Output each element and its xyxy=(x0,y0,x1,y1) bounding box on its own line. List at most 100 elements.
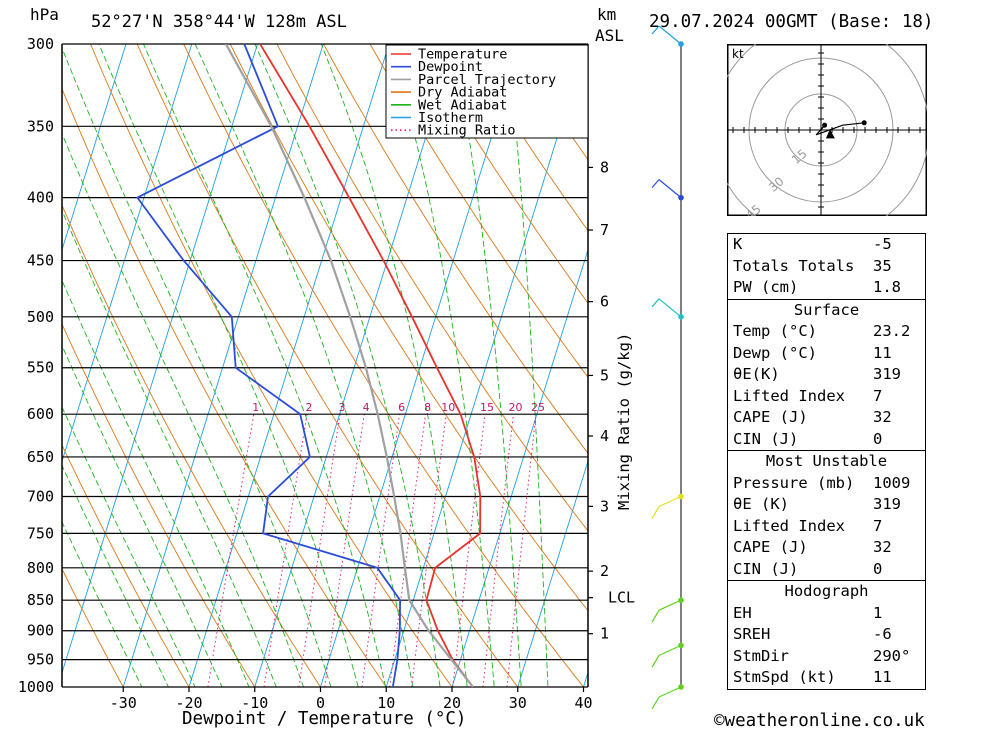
legend-entry: Mixing Ratio xyxy=(418,123,516,139)
copyright-link[interactable]: ©weatheronline.co.uk xyxy=(714,711,925,731)
pressure-tick-label: 850 xyxy=(27,591,54,609)
wet-adiabat-line xyxy=(320,44,468,687)
wet-adiabat-line xyxy=(62,405,196,687)
pressure-tick-label: 700 xyxy=(27,488,54,506)
wet-adiabat-line xyxy=(62,46,332,687)
index-value: 1.8 xyxy=(873,278,901,296)
index-key: CAPE (J) xyxy=(733,408,808,426)
wind-barb-flag xyxy=(651,298,660,308)
x-tick-label: 10 xyxy=(377,694,395,712)
dry-adiabat-line xyxy=(322,44,588,454)
mixing-ratio-label: 10 xyxy=(441,401,455,414)
mixing-ratio-label: 20 xyxy=(508,401,522,414)
index-row: StmDir 290° xyxy=(728,646,925,668)
index-row: EH 1 xyxy=(728,603,925,625)
index-value: 1 xyxy=(873,603,883,622)
km-tick-label: 7 xyxy=(600,221,609,239)
wet-adiabat-line xyxy=(194,44,414,687)
index-value: -6 xyxy=(873,625,892,643)
index-value: 11 xyxy=(873,668,892,686)
index-key: Pressure (mb) xyxy=(733,473,855,492)
wind-barb xyxy=(658,599,682,611)
dry-adiabat-line xyxy=(62,204,322,687)
index-row: PW (cm) 1.8 xyxy=(728,277,925,299)
wind-barb-flag xyxy=(651,609,660,623)
km-tick-label: 1 xyxy=(600,625,609,643)
index-value: 0 xyxy=(873,429,883,448)
wet-adiabat-line xyxy=(98,44,359,687)
index-key: K xyxy=(733,235,743,253)
index-value: 0 xyxy=(873,559,883,578)
dry-adiabat-line xyxy=(90,44,453,687)
mixing-ratio-line xyxy=(482,414,514,687)
index-row: Lifted Index 7 xyxy=(728,516,925,538)
series-parcel-trajectory xyxy=(224,44,474,687)
mixing-ratio-line xyxy=(452,414,486,687)
km-tick-label: 2 xyxy=(600,562,609,580)
index-key: Lifted Index xyxy=(733,386,845,405)
pressure-tick-label: 750 xyxy=(27,524,54,542)
wind-barb xyxy=(658,25,682,45)
x-tick-label: 40 xyxy=(574,694,592,712)
index-key: EH xyxy=(733,603,752,622)
index-row: θE(K) 319 xyxy=(728,364,925,386)
legend-entry: Parcel Trajectory xyxy=(418,72,556,88)
pressure-unit: hPa xyxy=(30,5,59,24)
dry-adiabat-line xyxy=(416,44,588,304)
pressure-tick-label: 600 xyxy=(27,405,54,423)
storm-motion-marker xyxy=(825,129,835,139)
dry-adiabat-line xyxy=(62,444,190,687)
legend-entry: Dewpoint xyxy=(418,59,483,75)
index-row: Totals Totals 35 xyxy=(728,256,925,278)
x-tick-label: 30 xyxy=(509,694,527,712)
pressure-tick-label: 650 xyxy=(27,448,54,466)
legend-entry: Isotherm xyxy=(418,110,483,126)
index-row: CAPE (J) 32 xyxy=(728,537,925,559)
hodograph-title: Hodograph xyxy=(784,582,869,600)
index-value: 319 xyxy=(873,365,901,383)
wind-barb-axis xyxy=(651,25,684,710)
series-temperature xyxy=(259,44,482,687)
x-tick-label: 0 xyxy=(316,694,325,712)
index-row: K -5 xyxy=(728,234,925,256)
legend-box xyxy=(385,44,589,139)
index-row: Pressure (mb) 1009 xyxy=(728,473,925,495)
mixing-ratio-axis-label: Mixing Ratio (g/kg) xyxy=(615,332,633,510)
isotherm-line xyxy=(62,44,127,252)
mixing-ratio-line xyxy=(411,414,447,687)
index-key: Totals Totals xyxy=(733,256,855,275)
index-value: 7 xyxy=(873,516,883,535)
index-key: CIN (J) xyxy=(733,559,799,578)
index-key: θE (K) xyxy=(733,495,789,513)
wet-adiabat-line xyxy=(507,44,549,687)
dry-adiabat-line xyxy=(62,322,256,687)
index-value: 1009 xyxy=(873,473,911,492)
km-tick-label: 6 xyxy=(600,293,609,311)
index-key: CAPE (J) xyxy=(733,538,808,556)
asl-label: ASL xyxy=(595,26,624,45)
isotherm-line xyxy=(0,7,6,713)
pressure-tick-label: 900 xyxy=(27,622,54,640)
x-tick-label: 20 xyxy=(443,694,461,712)
pressure-tick-label: 350 xyxy=(27,117,54,135)
dry-adiabat-line xyxy=(229,44,588,612)
index-key: Dewp (°C) xyxy=(733,343,817,362)
km-tick-label: 4 xyxy=(600,427,609,445)
pressure-tick-label: 400 xyxy=(27,189,54,207)
wet-adiabat-line xyxy=(62,521,143,687)
mixing-ratio-label: 6 xyxy=(398,401,405,414)
dry-adiabat-line xyxy=(183,44,585,687)
dry-adiabat-line xyxy=(62,87,387,687)
pressure-tick-label: 550 xyxy=(27,359,54,377)
wet-adiabat-line xyxy=(62,464,169,687)
mixing-ratio-label: 3 xyxy=(338,401,345,414)
index-key: θE(K) xyxy=(733,365,780,383)
index-value: 290° xyxy=(873,646,911,665)
mixing-ratio-label: 8 xyxy=(424,401,431,414)
km-tick-label: 8 xyxy=(600,158,609,176)
x-tick-label: -20 xyxy=(175,694,202,712)
wet-adiabat-line xyxy=(254,44,441,687)
index-row: Temp (°C) 23.2 xyxy=(728,321,925,343)
